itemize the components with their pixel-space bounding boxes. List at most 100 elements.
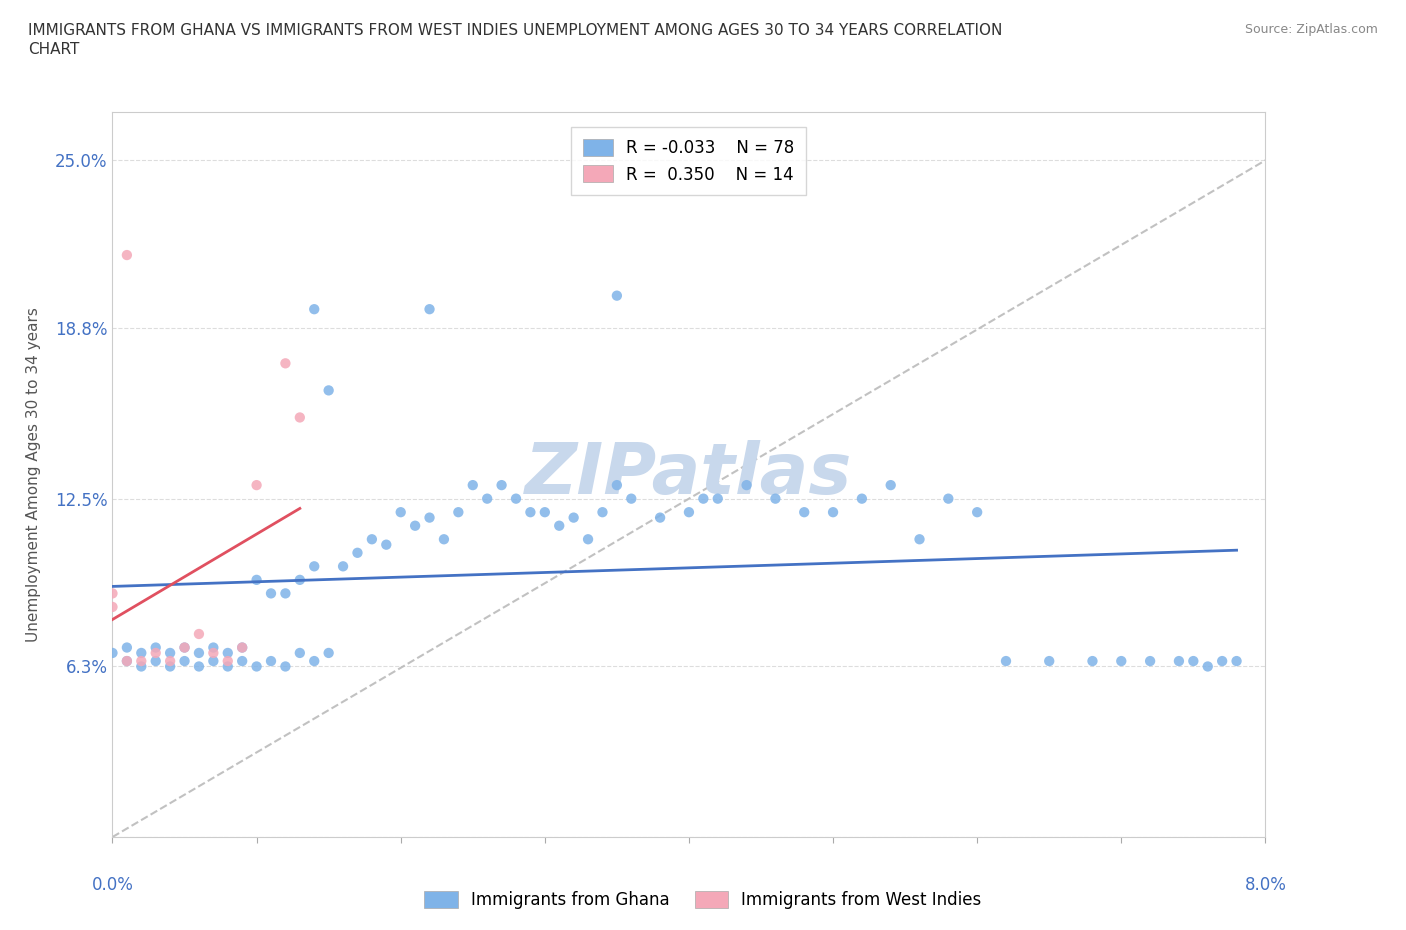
Point bbox=[519, 505, 541, 520]
Point bbox=[159, 645, 181, 660]
Point bbox=[360, 532, 382, 547]
Point bbox=[231, 640, 253, 655]
Point bbox=[288, 645, 311, 660]
Point bbox=[202, 645, 225, 660]
Point bbox=[202, 640, 225, 655]
Point bbox=[620, 491, 643, 506]
Point bbox=[246, 478, 269, 493]
Point bbox=[318, 645, 340, 660]
Point bbox=[346, 545, 368, 560]
Point bbox=[217, 645, 239, 660]
Point bbox=[404, 518, 426, 533]
Point bbox=[288, 410, 311, 425]
Point bbox=[274, 356, 297, 371]
Point bbox=[389, 505, 412, 520]
Point bbox=[231, 640, 253, 655]
Point bbox=[332, 559, 354, 574]
Point bbox=[491, 478, 513, 493]
Point bbox=[533, 505, 555, 520]
Point bbox=[304, 654, 326, 669]
Point bbox=[173, 640, 195, 655]
Point bbox=[606, 288, 628, 303]
Point bbox=[1182, 654, 1205, 669]
Point bbox=[115, 640, 138, 655]
Text: IMMIGRANTS FROM GHANA VS IMMIGRANTS FROM WEST INDIES UNEMPLOYMENT AMONG AGES 30 : IMMIGRANTS FROM GHANA VS IMMIGRANTS FROM… bbox=[28, 23, 1002, 38]
Point bbox=[115, 247, 138, 262]
Point bbox=[1167, 654, 1189, 669]
Point bbox=[678, 505, 700, 520]
Point bbox=[318, 383, 340, 398]
Point bbox=[304, 301, 326, 316]
Point bbox=[217, 654, 239, 669]
Point bbox=[246, 573, 269, 588]
Point bbox=[145, 645, 167, 660]
Point bbox=[260, 654, 283, 669]
Point bbox=[1197, 659, 1219, 674]
Point bbox=[202, 654, 225, 669]
Point bbox=[419, 301, 441, 316]
Point bbox=[101, 586, 124, 601]
Point bbox=[735, 478, 758, 493]
Point bbox=[115, 654, 138, 669]
Point bbox=[246, 659, 269, 674]
Point bbox=[375, 538, 398, 552]
Text: ZIPatlas: ZIPatlas bbox=[526, 440, 852, 509]
Point bbox=[145, 640, 167, 655]
Legend: R = -0.033    N = 78, R =  0.350    N = 14: R = -0.033 N = 78, R = 0.350 N = 14 bbox=[571, 127, 807, 195]
Point bbox=[274, 586, 297, 601]
Point bbox=[159, 659, 181, 674]
Point bbox=[1038, 654, 1060, 669]
Point bbox=[793, 505, 815, 520]
Point bbox=[1211, 654, 1233, 669]
Point bbox=[1226, 654, 1249, 669]
Point bbox=[129, 659, 153, 674]
Point bbox=[765, 491, 787, 506]
Point bbox=[188, 627, 211, 642]
Point bbox=[288, 573, 311, 588]
Point bbox=[274, 659, 297, 674]
Point bbox=[188, 659, 211, 674]
Point bbox=[707, 491, 730, 506]
Text: Source: ZipAtlas.com: Source: ZipAtlas.com bbox=[1244, 23, 1378, 36]
Point bbox=[880, 478, 903, 493]
Point bbox=[260, 586, 283, 601]
Point bbox=[576, 532, 599, 547]
Point bbox=[908, 532, 931, 547]
Point bbox=[173, 654, 195, 669]
Point bbox=[1111, 654, 1133, 669]
Point bbox=[101, 600, 124, 615]
Point bbox=[447, 505, 470, 520]
Point bbox=[851, 491, 873, 506]
Point bbox=[433, 532, 456, 547]
Point bbox=[173, 640, 195, 655]
Point bbox=[995, 654, 1018, 669]
Text: 0.0%: 0.0% bbox=[91, 876, 134, 894]
Point bbox=[188, 645, 211, 660]
Point bbox=[461, 478, 484, 493]
Legend: Immigrants from Ghana, Immigrants from West Indies: Immigrants from Ghana, Immigrants from W… bbox=[416, 883, 990, 917]
Text: 8.0%: 8.0% bbox=[1244, 876, 1286, 894]
Point bbox=[115, 654, 138, 669]
Point bbox=[129, 645, 153, 660]
Point bbox=[1081, 654, 1104, 669]
Point bbox=[606, 478, 628, 493]
Point bbox=[217, 659, 239, 674]
Point bbox=[145, 654, 167, 669]
Text: CHART: CHART bbox=[28, 42, 80, 57]
Point bbox=[966, 505, 988, 520]
Point bbox=[592, 505, 614, 520]
Point bbox=[821, 505, 844, 520]
Point bbox=[101, 645, 124, 660]
Point bbox=[304, 559, 326, 574]
Point bbox=[505, 491, 527, 506]
Point bbox=[648, 511, 672, 525]
Point bbox=[938, 491, 960, 506]
Point bbox=[159, 654, 181, 669]
Point bbox=[419, 511, 441, 525]
Point bbox=[129, 654, 153, 669]
Point bbox=[1139, 654, 1161, 669]
Point bbox=[548, 518, 571, 533]
Point bbox=[475, 491, 498, 506]
Y-axis label: Unemployment Among Ages 30 to 34 years: Unemployment Among Ages 30 to 34 years bbox=[27, 307, 41, 642]
Point bbox=[231, 654, 253, 669]
